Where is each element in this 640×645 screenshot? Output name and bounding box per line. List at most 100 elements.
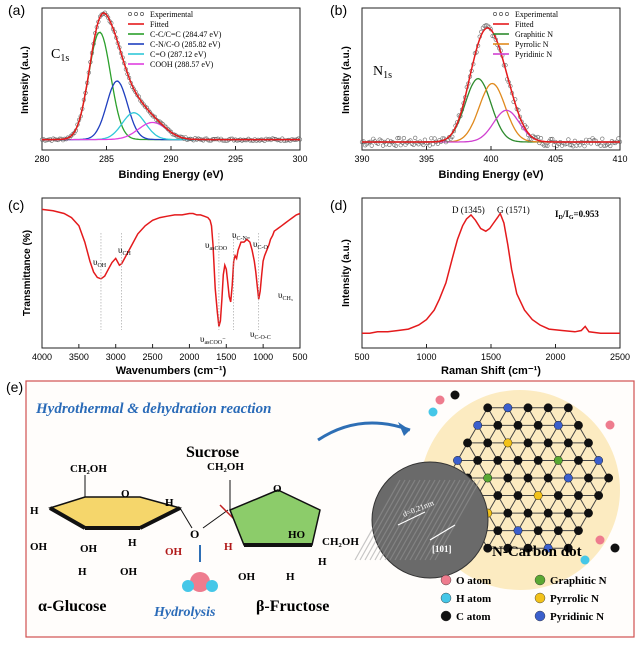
lattice-atom — [563, 508, 573, 518]
cleavage-mark — [219, 504, 235, 520]
legend-entry: Fitted — [515, 20, 534, 29]
atom-legend-label: O atom — [456, 575, 491, 587]
lattice-atom — [574, 526, 583, 536]
glucose-ring-o: O — [121, 488, 130, 500]
lattice-atom — [563, 403, 573, 413]
x-tick-label: 290 — [163, 154, 178, 164]
x-tick-label: 2000 — [179, 352, 199, 362]
experimental-point — [608, 143, 613, 149]
lattice-atom — [523, 508, 533, 518]
lattice-atom — [543, 508, 553, 518]
tem-fringes — [354, 479, 481, 561]
lattice-fringe — [369, 479, 416, 561]
lattice-atom — [584, 473, 593, 483]
lattice-atom — [533, 526, 543, 536]
atom-legend: O atom H atom C atom Graphitic N Pyrrolic N P… — [440, 574, 607, 623]
lattice-fringe — [399, 479, 446, 561]
lattice-fringe — [394, 479, 441, 561]
plot-area-a — [39, 10, 303, 143]
glucose-h-4: H — [128, 537, 137, 549]
experimental-point — [281, 138, 287, 143]
lattice-atom — [594, 456, 603, 465]
element-label-a: C1s — [51, 47, 69, 64]
fructose-label: β-Fructose — [256, 598, 329, 615]
annotation-vch3: υCH₃ — [278, 290, 293, 302]
lattice-fringe — [364, 479, 411, 561]
x-tick-label: 3000 — [106, 352, 126, 362]
experimental-point — [247, 138, 253, 143]
experimental-point — [582, 144, 587, 149]
lattice-atom — [533, 491, 543, 500]
x-tick-label: 280 — [34, 154, 49, 164]
fructose-ho: HO — [288, 529, 306, 541]
hydrolysis-label: Hydrolysis — [153, 605, 216, 620]
lattice-atom — [513, 420, 523, 430]
fructose-oh: OH — [238, 571, 256, 583]
experimental-point — [542, 143, 547, 148]
element-label-b: N1s — [373, 64, 392, 81]
atom-legend-swatch — [440, 574, 452, 586]
glucose-bond-bold — [49, 506, 86, 530]
surface-group-atom — [450, 390, 460, 400]
plane-arrow — [429, 524, 456, 541]
water-hydrogen-atom — [206, 580, 218, 592]
x-ticks-b: 390 395 400 405 410 — [354, 146, 628, 164]
lattice-atom — [574, 420, 583, 430]
plot-area-d — [362, 211, 620, 334]
lattice-fringe — [434, 479, 481, 561]
surface-group-atom — [435, 395, 445, 405]
surface-group-atom — [595, 535, 605, 545]
lattice-atom — [513, 491, 523, 500]
x-tick-label: 300 — [292, 154, 307, 164]
water-molecule — [182, 545, 218, 592]
x-tick-label: 405 — [548, 154, 563, 164]
experimental-point — [616, 136, 621, 141]
glucose-h-2: H — [78, 566, 87, 578]
lattice-atom — [503, 438, 513, 448]
lattice-atom — [553, 526, 563, 536]
lattice-atom — [463, 438, 472, 448]
legend-marker — [134, 12, 138, 16]
surface-group-atom — [428, 407, 438, 417]
x-ticks-a: 280 285 290 295 300 — [34, 146, 308, 164]
panel-label-e: (e) — [6, 379, 23, 395]
lattice-fringe — [379, 479, 426, 561]
lattice-atom — [493, 491, 503, 500]
hydrolysis-oh: OH — [165, 546, 183, 558]
lattice-atom — [584, 438, 593, 448]
component-curve — [362, 82, 620, 143]
tem-image: d=0.21nm [101] — [354, 461, 489, 579]
legend-marker — [493, 12, 497, 16]
x-tick-label: 2500 — [610, 352, 630, 362]
legend-entry: Fitted — [150, 20, 169, 29]
experimental-point — [529, 137, 534, 142]
n-carbon-dot-label: N-Carbon dot — [492, 544, 582, 560]
legend-entry: C=O (287.12 eV) — [150, 50, 207, 59]
legend-marker — [140, 12, 144, 16]
lattice-atom — [543, 543, 553, 553]
glucose-oh-2: OH — [80, 543, 98, 555]
lattice-fringe — [409, 479, 456, 561]
lattice-atom — [543, 438, 553, 448]
atom-legend-swatch — [534, 592, 546, 604]
experimental-point — [422, 137, 428, 142]
atom-legend-label: C atom — [456, 611, 491, 623]
lattice-atom — [503, 473, 513, 483]
fitted-curve — [362, 27, 620, 143]
component-curve — [362, 77, 620, 143]
annotation-vch: υCH — [118, 245, 131, 257]
x-tick-label: 295 — [228, 154, 243, 164]
fructose-ch2oh-right: CH₂OH — [322, 536, 359, 548]
annotation-id-ig: ID/IG=0.953 — [555, 209, 599, 221]
lattice-atom — [493, 420, 503, 430]
experimental-point — [397, 135, 402, 141]
experimental-point — [151, 114, 156, 119]
lattice-atom — [523, 438, 533, 448]
atom-legend-swatch — [440, 592, 452, 604]
plot-frame-d — [361, 197, 621, 349]
plot-area-c — [41, 208, 301, 330]
lattice-atom — [483, 473, 493, 483]
x-tick-label: 410 — [612, 154, 627, 164]
experimental-point — [430, 142, 436, 147]
annotation-vascoo-top: υasCOO — [205, 240, 228, 252]
